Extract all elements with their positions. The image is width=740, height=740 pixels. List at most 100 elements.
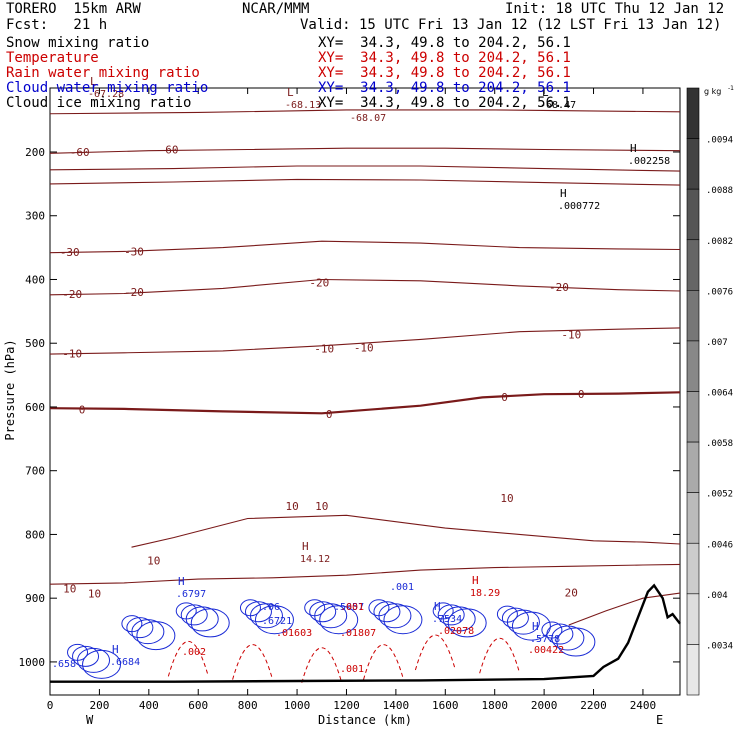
x-axis-label: Distance (km) [318,713,412,727]
axis-ticks: 0 200 400 600 800 1000 1200 1400 1600 1800 2000 220… [19,88,680,712]
extremum-value: .5778 [530,634,560,645]
isotherm [49,327,681,355]
extremum-marker: H [178,575,185,588]
cloud-water-contour [77,647,111,673]
cloud-water-contour [254,605,294,635]
x-tick-label: 0 [47,699,54,712]
rain-water-contour [414,634,456,671]
rain-water-contour [301,647,343,683]
field-name: Cloud water mixing ratio [6,80,209,96]
colorbar-swatch [686,188,700,241]
field-xy: XY= 34.3, 49.8 to 204.2, 56.1 [318,35,571,51]
colorbar-label: .0046 [706,540,733,550]
extremum-marker: H [112,643,119,656]
cloud-water-contour [378,603,412,629]
extremum-value: .001 [390,582,414,593]
isotherm-label: -30 [124,245,144,258]
isotherm-label: 20 [565,586,578,599]
colorbar-label: .0082 [706,237,733,247]
colorbar-label: .0058 [706,439,733,449]
colorbar-label: .0088 [706,186,733,196]
extremum-value: .658 [52,659,76,670]
isotherm-label: -10 [62,347,82,360]
isotherm-label: 10 [88,588,101,601]
y-tick-label: 700 [25,465,45,478]
field-name: Snow mixing ratio [6,35,150,51]
extremum-value: -68.47 [540,100,576,111]
isotherm-label: 0 [578,388,585,401]
cloud-water-contour [319,605,359,635]
x-tick-label: 2400 [630,699,657,712]
extremum-value: .6684 [110,657,140,668]
y-tick-label: 200 [25,146,45,159]
isotherm-label: 10 [147,555,160,568]
extremum-marker: L [542,86,549,99]
cloud-water-contour [244,601,272,623]
extremum-marker: H [302,540,309,553]
isotherm-label: -30 [60,246,80,259]
isotherm-label: -20 [309,277,329,290]
extremum-marker: H [472,574,479,587]
isotherm-label: -60 [159,143,179,156]
field-name: Cloud ice mixing ratio [6,95,192,111]
rain-water-contour [479,638,521,674]
isotherm-label: -10 [561,328,581,341]
x-tick-label: 1800 [481,699,508,712]
colorbar-swatch [686,391,700,443]
extremum-marker: H [532,620,539,633]
cloud-water-contour [190,608,230,638]
field-name: Temperature [6,50,99,66]
y-tick-label: 300 [25,210,45,223]
rain-water-contour [363,644,405,680]
isotherm-label: -10 [354,342,374,355]
isotherm [49,178,681,186]
colorbar-swatch [686,239,700,291]
cloud-water-contour [126,617,154,639]
cloud-water-contour [442,606,476,632]
rain-water-contour [232,644,274,680]
x-tick-label: 2200 [580,699,607,712]
colorbar-swatch [686,290,700,342]
cloud-water-contour [373,601,401,623]
isotherm-label: 0 [79,404,86,417]
terrain-line [50,583,681,683]
cloud-water-contour [447,608,487,638]
cloud-water-contour [82,649,122,679]
field-xy: XY= 34.3, 49.8 to 204.2, 56.1 [318,65,571,81]
extremum-value: -67.28 [88,89,124,100]
colorbar-swatch [686,441,700,493]
extremum-value: .002 [182,647,206,658]
colorbar-label: .007 [706,338,728,348]
isotherm-label: 0 [326,408,333,421]
isotherm-label: 10 [63,583,76,596]
colorbar-label: .0064 [706,389,733,399]
isotherm-label: -20 [124,286,144,299]
isotherm [49,109,681,115]
colorbar-swatch [686,542,700,595]
extremum-value: -68.07 [350,113,386,124]
x-tick-label: 1600 [432,699,459,712]
x-tick-label: 600 [188,699,208,712]
colorbar: .0094 .0088 .0082 .0076 .007 .0064 .0058 .0052.… [686,85,734,696]
colorbar-unit-exponent: -1 [728,85,734,92]
extremum-value: .01807 [340,628,376,639]
colorbar-label: .0034 [706,641,733,651]
extremum-value: -68.13 [285,100,321,111]
cloud-water-contour [501,607,529,629]
isotherm [49,391,681,415]
x-tick-label: 1400 [383,699,410,712]
isotherm-label: -20 [62,288,82,301]
colorbar-label: .004 [706,591,728,601]
extremum-value: .02078 [438,626,474,637]
field-xy: XY= 34.3, 49.8 to 204.2, 56.1 [318,50,571,66]
isotherm-label: 10 [315,500,328,513]
colorbar-swatch [686,138,700,190]
extremum-marker: L [90,75,97,88]
cloud-water-contour [309,601,337,623]
colorbar-swatch [686,492,700,544]
x-tick-label: 2000 [531,699,558,712]
cloud-water-contour [511,611,551,641]
cloud-water-contour [314,603,348,629]
extremum-value: 18.29 [470,588,500,599]
